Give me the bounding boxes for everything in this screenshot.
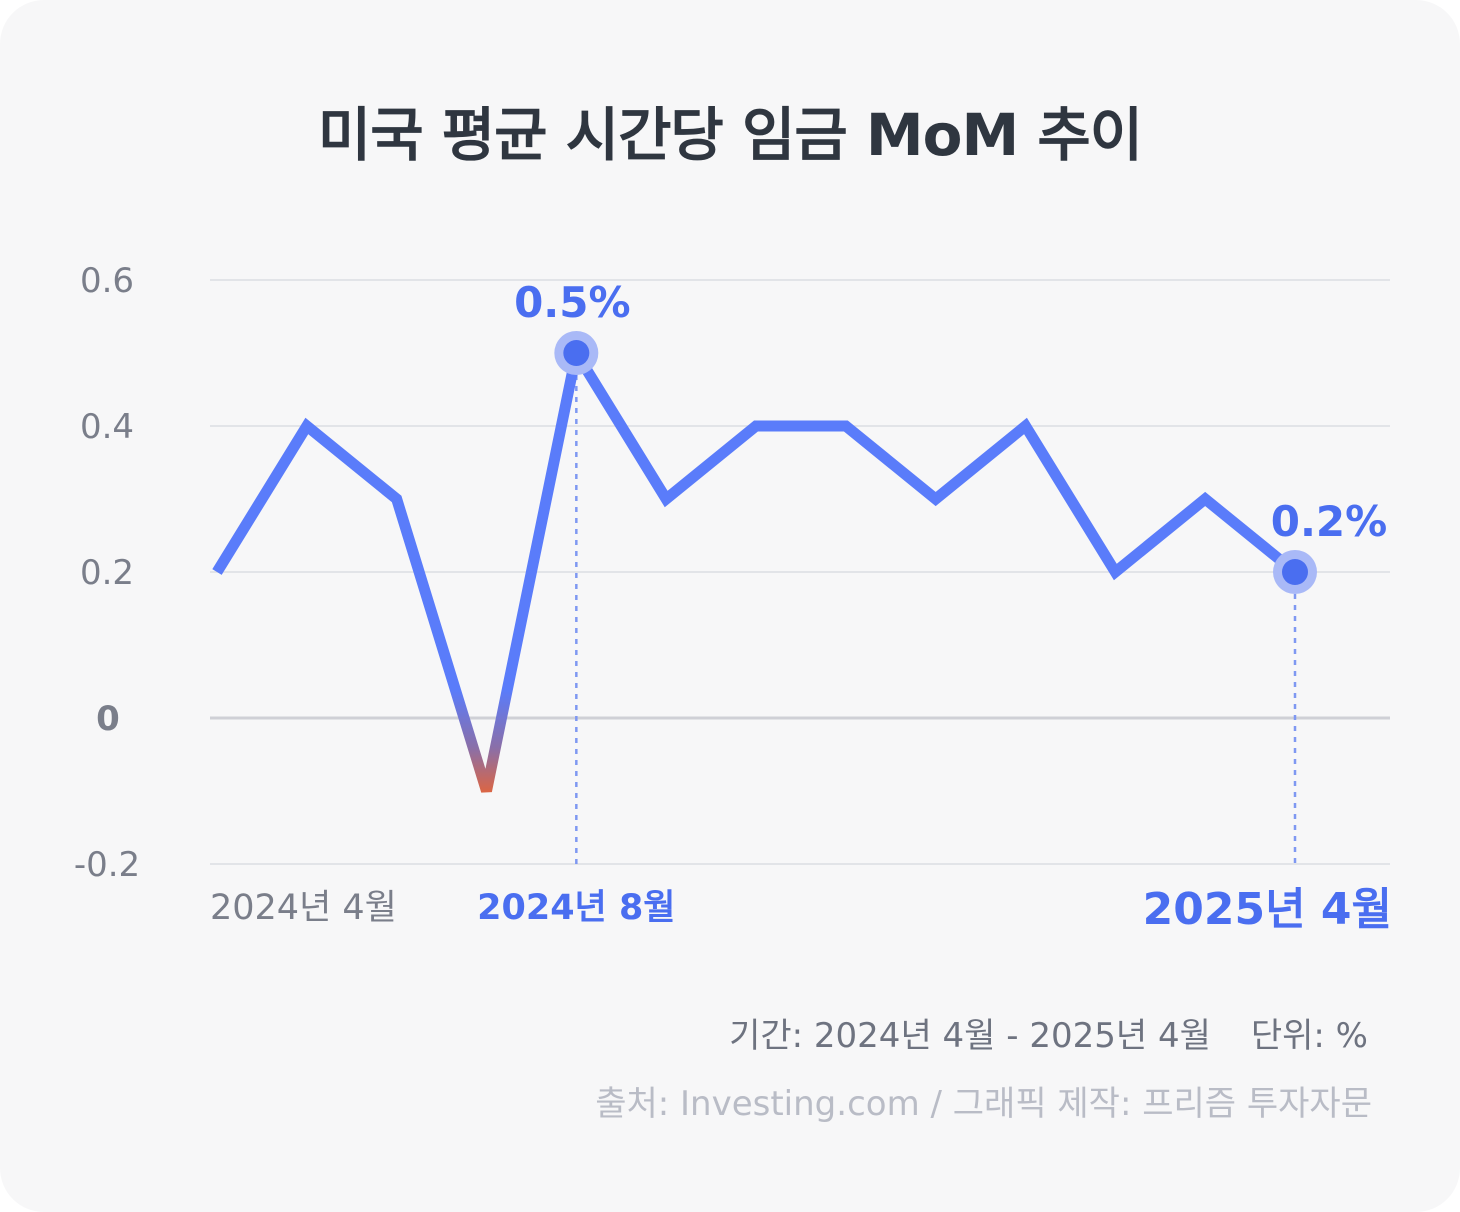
chart-title: 미국 평균 시간당 임금 MoM 추이 (317, 101, 1143, 169)
period-text: 기간: 2024년 4월 - 2025년 4월 (729, 1016, 1211, 1056)
x-axis-ticks: 2024년 4월 2024년 8월 2025년 4월 (210, 884, 1392, 935)
data-point-marker (563, 340, 590, 366)
highlight-markers (554, 331, 1317, 594)
grid-lines (210, 279, 1390, 865)
y-tick-label: 0.6 (80, 261, 134, 301)
x-tick-label: 2024년 8월 (477, 888, 675, 928)
y-tick-label: 0.2 (80, 553, 134, 593)
unit-text: 단위: % (1250, 1016, 1368, 1056)
data-label: 0.5% (514, 278, 630, 327)
x-tick-label: 2025년 4월 (1143, 884, 1392, 935)
guide-lines (575, 375, 1297, 864)
x-tick-label: 2024년 4월 (210, 888, 397, 928)
data-label: 0.2% (1271, 497, 1387, 546)
period-info: 기간: 2024년 4월 - 2025년 4월 단위: % (729, 1008, 1368, 1057)
y-tick-label: 0.4 (80, 407, 134, 447)
series-line (212, 338, 1299, 793)
y-tick-label: 0 (96, 699, 120, 739)
source-text: 출처: Investing.com / 그래픽 제작: 프리즘 투자자문 (595, 1084, 1372, 1124)
series-polyline (212, 338, 1299, 793)
data-labels: 0.5% 0.2% (514, 278, 1387, 546)
y-axis-ticks: 0.6 0.4 0.2 0 -0.2 (74, 261, 140, 885)
y-tick-label: -0.2 (74, 845, 140, 885)
data-point-marker (1282, 559, 1308, 585)
